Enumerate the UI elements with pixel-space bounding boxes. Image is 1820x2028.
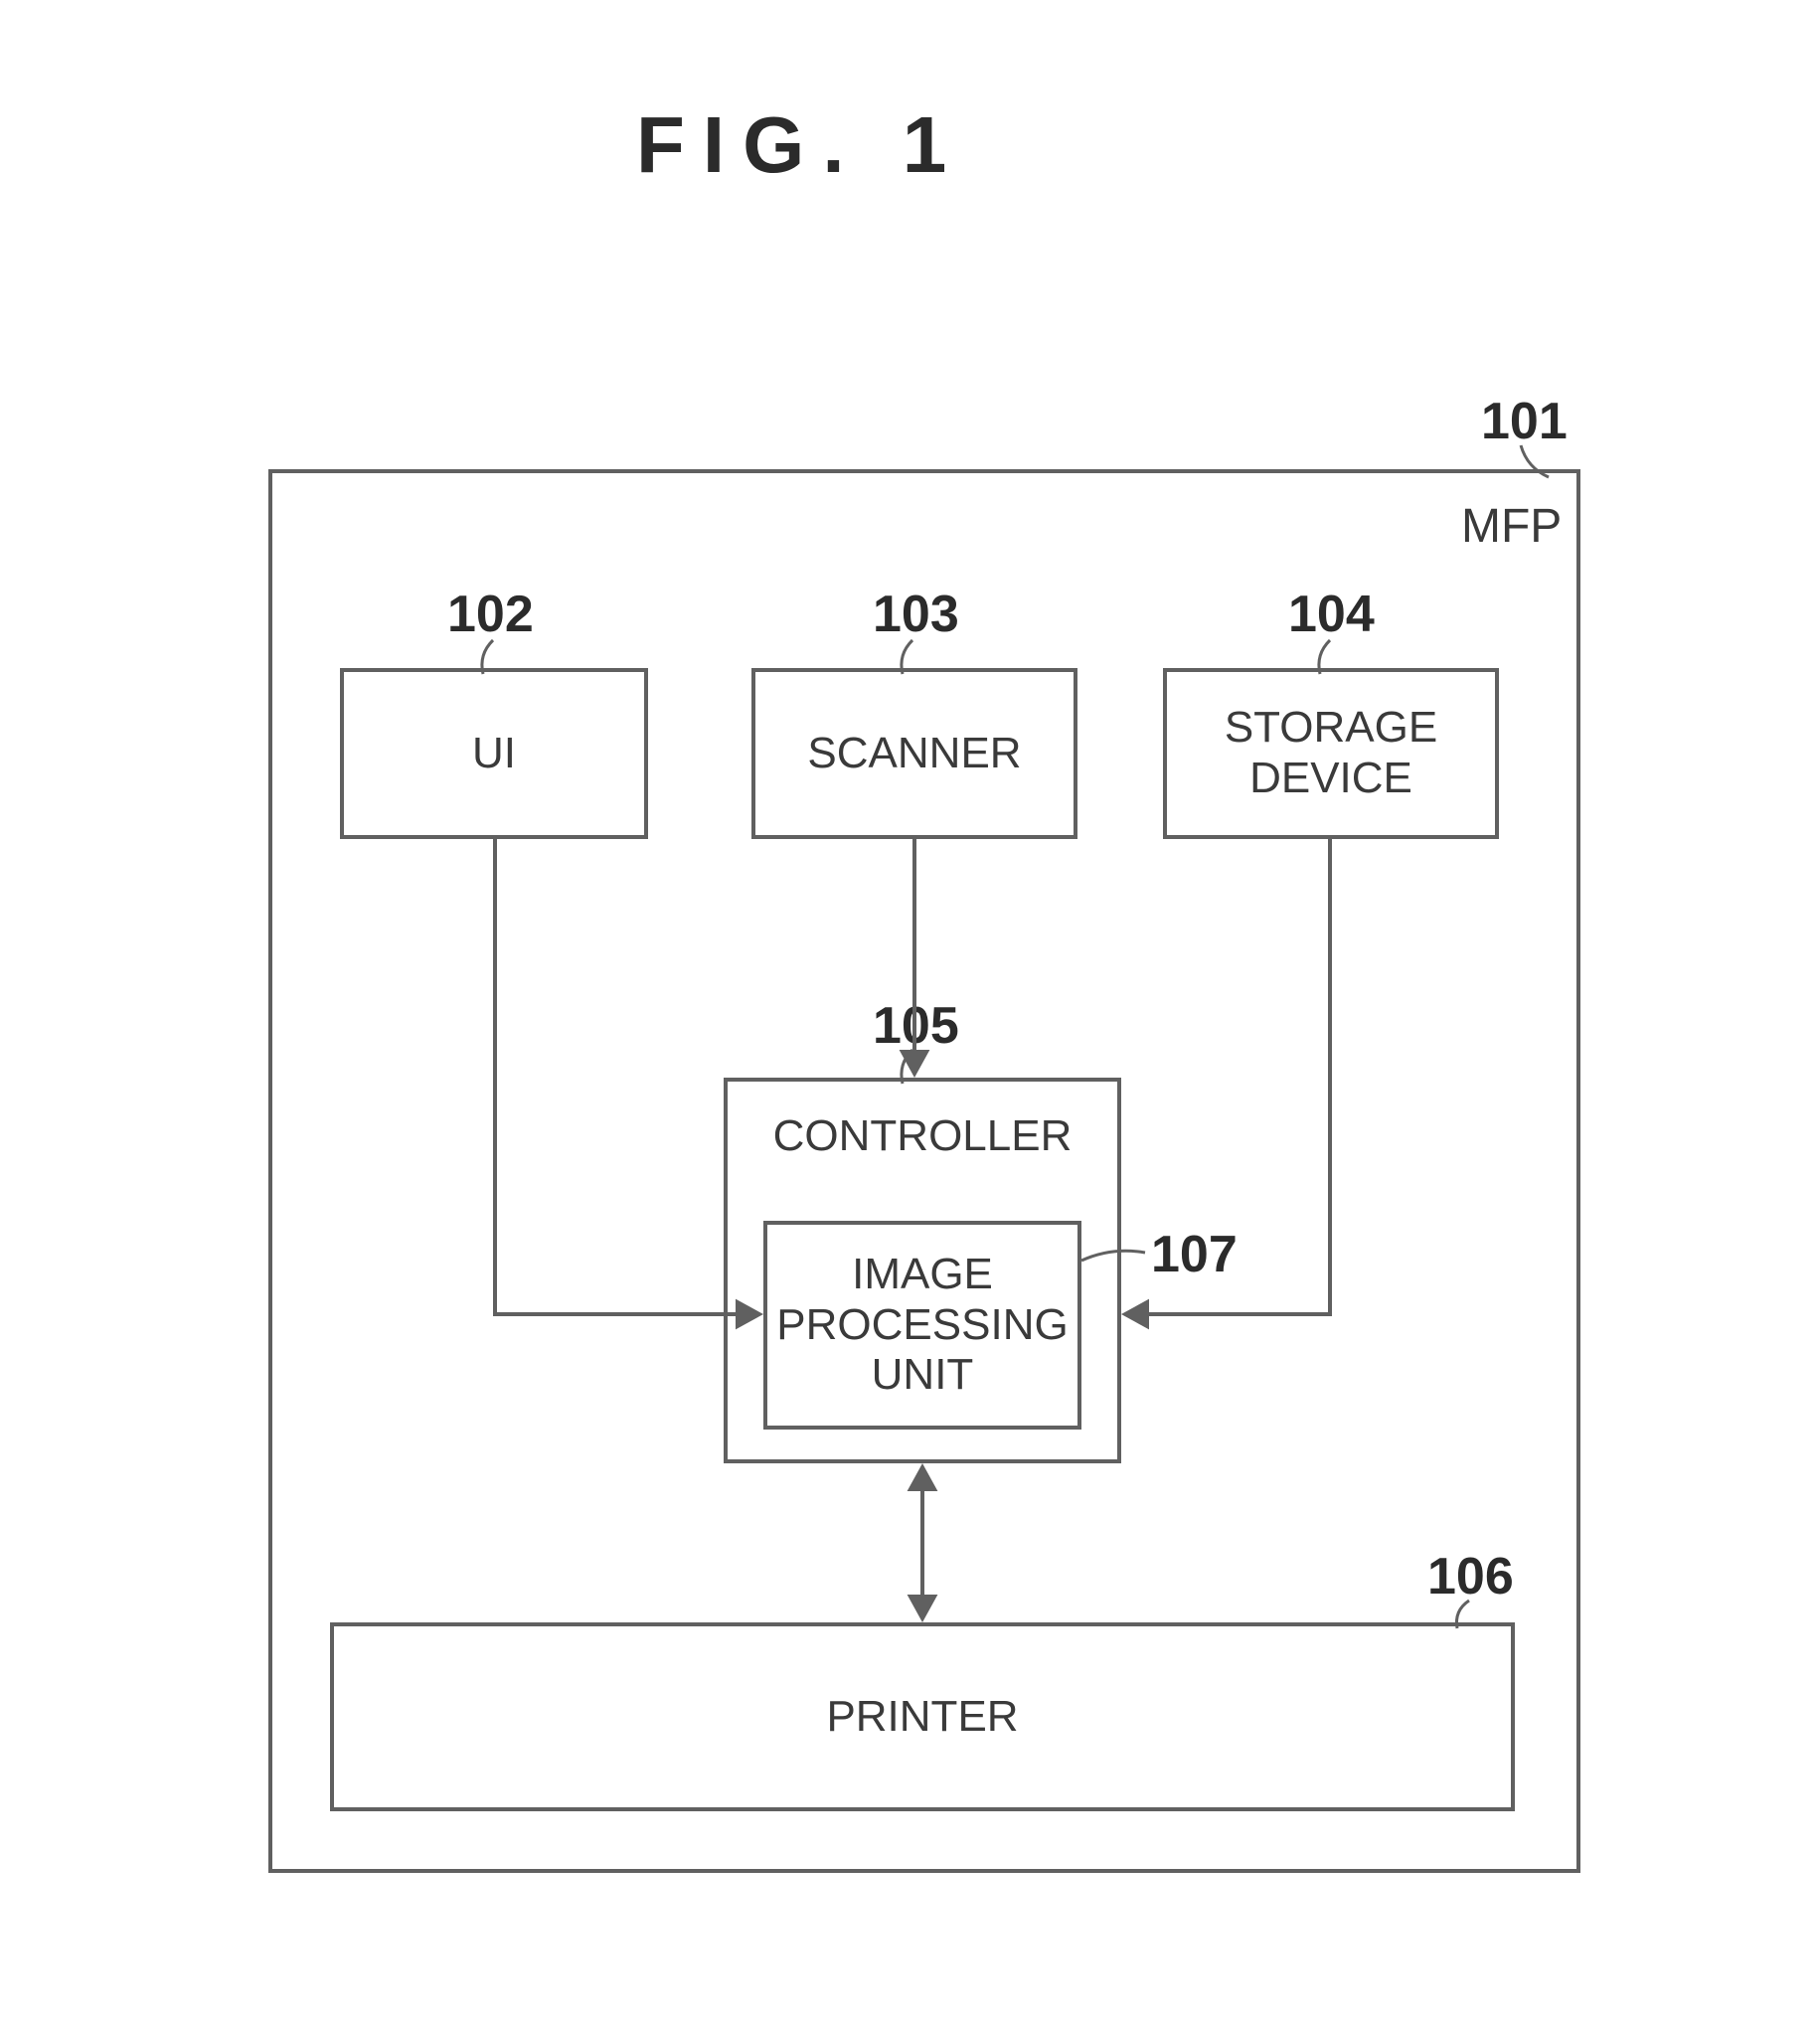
ref-label-104: 104 [1288, 585, 1375, 644]
node-ui: UI [340, 668, 648, 839]
node-storage-label: STORAGE DEVICE [1225, 703, 1437, 803]
node-ipu-label: IMAGE PROCESSING UNIT [776, 1250, 1068, 1401]
node-storage: STORAGE DEVICE [1163, 668, 1499, 839]
figure-title: FIG. 1 [636, 99, 964, 191]
ref-label-103: 103 [873, 585, 959, 644]
ref-label-102: 102 [447, 585, 534, 644]
node-scanner: SCANNER [751, 668, 1077, 839]
controller-title: CONTROLLER [724, 1111, 1121, 1161]
node-scanner-label: SCANNER [807, 729, 1021, 779]
node-printer-label: PRINTER [826, 1692, 1018, 1743]
node-ipu: IMAGE PROCESSING UNIT [763, 1221, 1081, 1430]
figure-1-page: FIG. 1 101 MFP UI SCANNER STORAGE DEVICE… [0, 0, 1820, 2028]
ref-label-106: 106 [1427, 1547, 1514, 1606]
ref-label-107: 107 [1151, 1225, 1238, 1284]
ref-label-105: 105 [873, 996, 959, 1056]
ref-label-101: 101 [1481, 392, 1568, 451]
node-printer: PRINTER [330, 1622, 1515, 1811]
node-ui-label: UI [472, 729, 516, 779]
mfp-label: MFP [1461, 499, 1562, 554]
